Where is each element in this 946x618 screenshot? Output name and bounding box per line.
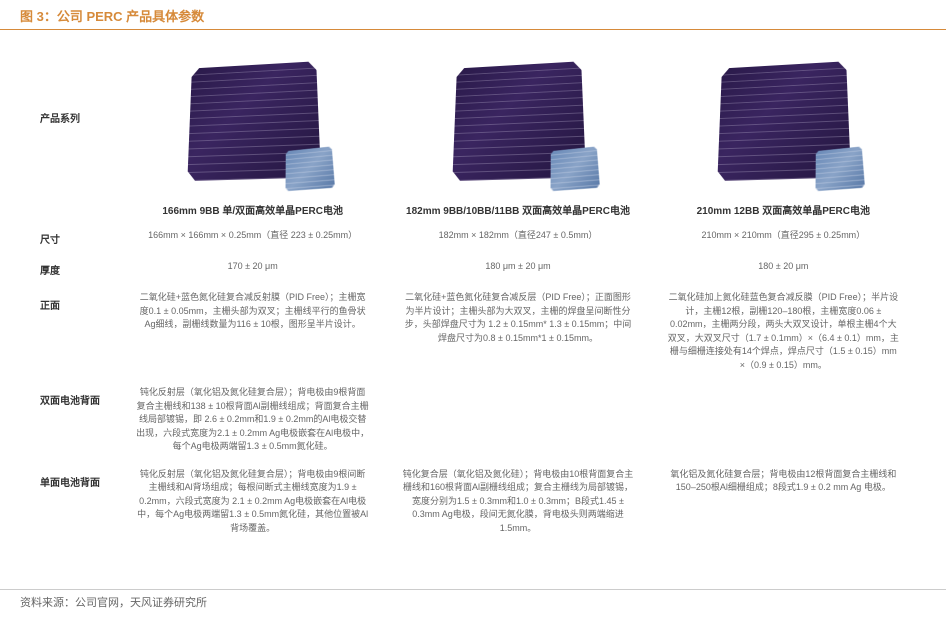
wafer-icon — [718, 61, 852, 181]
label-bifacial-back: 双面电池背面 — [40, 386, 130, 407]
size-value: 210mm × 210mm（直径295 ± 0.25mm） — [661, 229, 906, 243]
wafer-icon — [452, 61, 586, 181]
row-size: 尺寸 166mm × 166mm × 0.25mm（直径 223 ± 0.25m… — [40, 229, 906, 246]
label-size: 尺寸 — [40, 229, 130, 246]
figure-header: 图 3：公司 PERC 产品具体参数 — [0, 0, 946, 30]
source-text: 资料来源：公司官网，天风证券研究所 — [20, 597, 207, 609]
label-mono-back: 单面电池背面 — [40, 468, 130, 489]
product-image — [401, 50, 634, 190]
size-value: 182mm × 182mm（直径247 ± 0.5mm） — [395, 229, 640, 243]
product-name: 166mm 9BB 单/双面高效单晶PERC电池 — [130, 204, 375, 219]
size-value: 166mm × 166mm × 0.25mm（直径 223 ± 0.25mm） — [130, 229, 375, 243]
label-empty — [40, 204, 130, 206]
wafer-icon — [187, 61, 321, 181]
row-mono-back: 单面电池背面 钝化反射层（氧化铝及氮化硅复合层）；背电极由9根间断主栅线和Al背… — [40, 468, 906, 536]
front-desc: 二氧化硅+蓝色氮化硅复合减反层（PID Free）；正面图形为半片设计；主栅头部… — [395, 291, 640, 372]
thickness-value: 170 ± 20 μm — [130, 260, 375, 274]
product-cell — [130, 50, 375, 190]
row-product-names: 166mm 9BB 单/双面高效单晶PERC电池 182mm 9BB/10BB/… — [40, 204, 906, 219]
row-bifacial-back: 双面电池背面 钝化反射层（氧化铝及氮化硅复合层）；背电极由9根背面复合主栅线和1… — [40, 386, 906, 454]
mono-back-desc: 氧化铝及氮化硅复合层；背电极由12根背面复合主栅线和150–250根Al细栅组成… — [661, 468, 906, 536]
product-image — [136, 50, 369, 190]
label-thickness: 厚度 — [40, 260, 130, 277]
bifacial-back-desc: 钝化反射层（氧化铝及氮化硅复合层）；背电极由9根背面复合主栅线和138 ± 10… — [130, 386, 375, 454]
figure-footer: 资料来源：公司官网，天风证券研究所 — [0, 589, 946, 614]
wafer-back-icon — [550, 146, 599, 191]
mono-back-desc: 钝化反射层（氧化铝及氮化硅复合层）；背电极由9根间断主栅线和Al背场组成；每根间… — [130, 468, 375, 536]
front-desc: 二氧化硅加上氮化硅蓝色复合减反膜（PID Free）；半片设计，主栅12根，副栅… — [661, 291, 906, 372]
product-cell — [661, 50, 906, 190]
thickness-value: 180 μm ± 20 μm — [395, 260, 640, 274]
label-front: 正面 — [40, 291, 130, 312]
bifacial-back-desc — [395, 386, 640, 454]
thickness-value: 180 ± 20 μm — [661, 260, 906, 274]
label-series: 产品系列 — [40, 50, 130, 125]
row-thickness: 厚度 170 ± 20 μm 180 μm ± 20 μm 180 ± 20 μ… — [40, 260, 906, 277]
wafer-back-icon — [285, 146, 334, 191]
product-name: 210mm 12BB 双面高效单晶PERC电池 — [661, 204, 906, 219]
product-name: 182mm 9BB/10BB/11BB 双面高效单晶PERC电池 — [395, 204, 640, 219]
product-cell — [395, 50, 640, 190]
wafer-back-icon — [816, 146, 865, 191]
row-front: 正面 二氧化硅+蓝色氮化硅复合减反射膜（PID Free）；主栅宽度0.1 ± … — [40, 291, 906, 372]
bifacial-back-desc — [661, 386, 906, 454]
spec-table: 产品系列 — [0, 30, 946, 553]
product-image — [667, 50, 900, 190]
mono-back-desc: 钝化复合层（氧化铝及氮化硅）；背电极由10根背面复合主栅线和160根背面Al副栅… — [395, 468, 640, 536]
front-desc: 二氧化硅+蓝色氮化硅复合减反射膜（PID Free）；主栅宽度0.1 ± 0.0… — [130, 291, 375, 372]
figure-title: 图 3：公司 PERC 产品具体参数 — [20, 6, 926, 25]
row-series: 产品系列 — [40, 50, 906, 190]
